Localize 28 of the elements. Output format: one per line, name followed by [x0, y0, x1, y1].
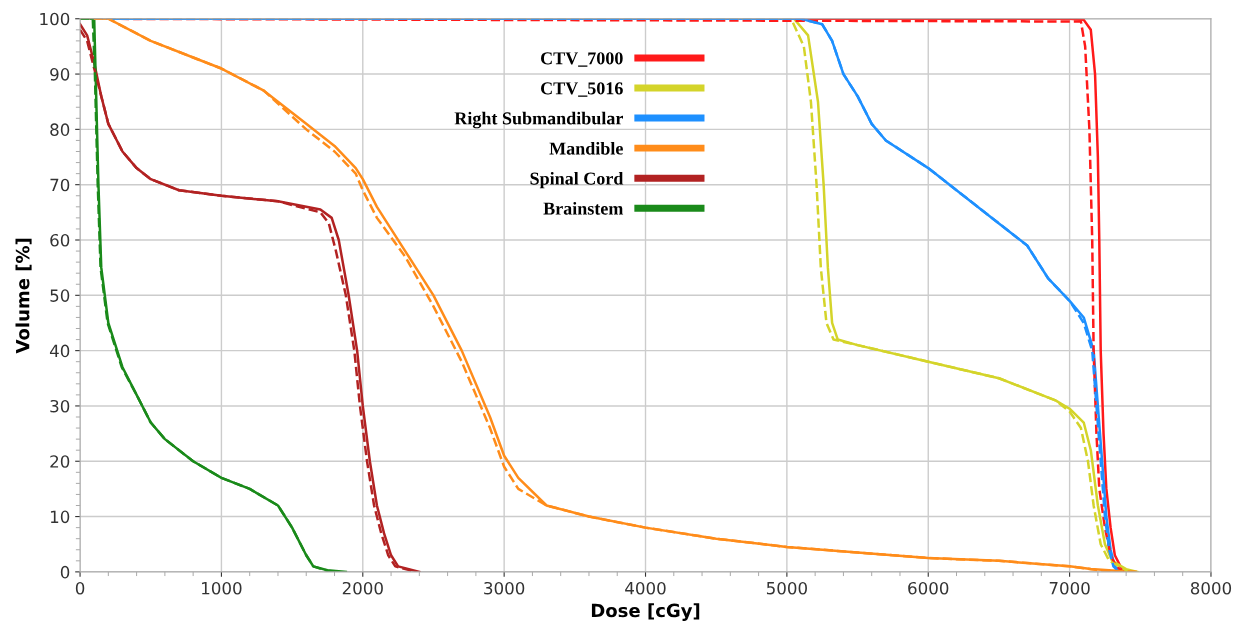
x-tick-label: 1000	[202, 581, 242, 595]
legend-label: CTV_5016	[541, 82, 623, 97]
legend-label: Spinal Cord	[530, 171, 624, 189]
y-tick-label: 70	[50, 178, 70, 192]
y-tick-label: 40	[49, 344, 70, 358]
legend-label: Mandible	[549, 141, 623, 155]
x-tick-label: 0	[75, 581, 85, 595]
y-tick-label: 10	[50, 510, 70, 524]
x-tick-label: 8000	[1190, 581, 1232, 595]
legend-label: CTV_7000	[541, 52, 623, 67]
x-tick-label: 4000	[625, 581, 666, 595]
x-tick-label: 5000	[766, 581, 807, 595]
y-tick-label: 0	[60, 565, 70, 579]
y-tick-label: 60	[50, 233, 70, 247]
x-tick-label: 7000	[1049, 581, 1090, 595]
x-tick-label: 3000	[484, 581, 525, 595]
y-axis-title: Volume [%]	[15, 238, 32, 354]
y-tick-label: 30	[50, 399, 70, 413]
x-tick-label: 6000	[908, 581, 949, 595]
y-tick-label: 100	[40, 12, 70, 26]
x-tick-label: 2000	[342, 581, 383, 595]
legend-label: Right Submandibular	[454, 111, 623, 129]
x-axis-title: Dose [cGy]	[591, 603, 700, 621]
y-tick-label: 50	[50, 289, 70, 302]
y-tick-label: 20	[50, 455, 70, 468]
legend-label: Brainstem	[543, 201, 624, 215]
y-tick-label: 90	[50, 68, 70, 81]
y-tick-label: 80	[50, 123, 70, 136]
